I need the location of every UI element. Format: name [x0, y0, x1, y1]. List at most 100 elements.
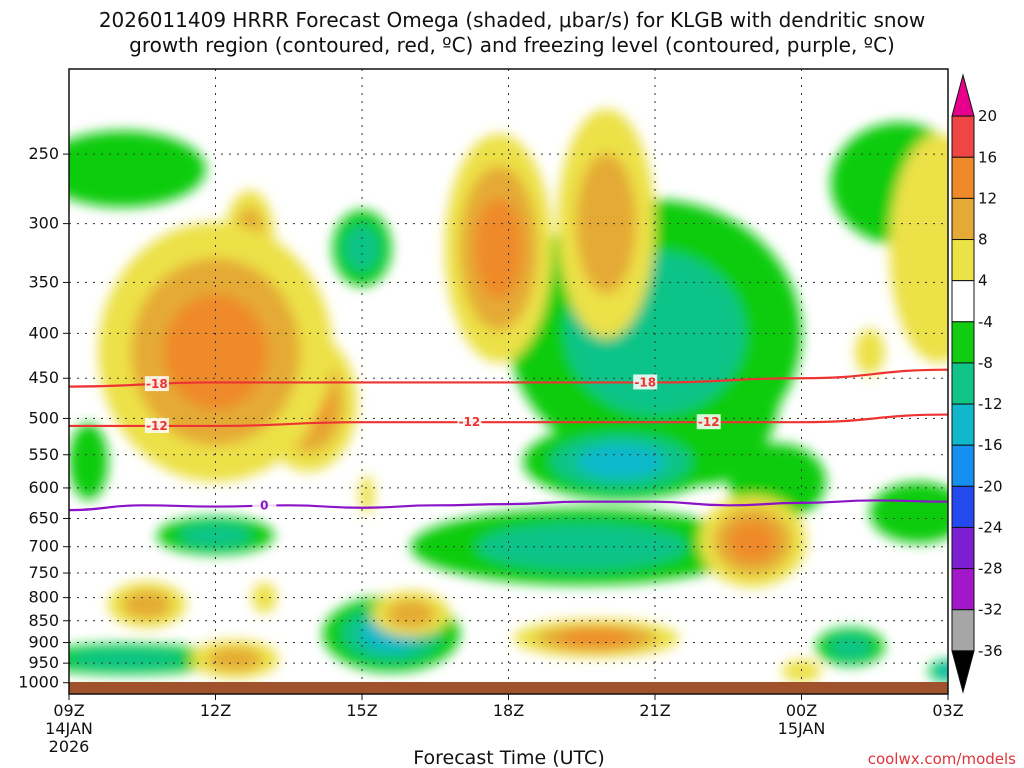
colorbar-level-label: -4 [978, 313, 993, 331]
y-tick-label: 250 [28, 144, 59, 163]
y-tick-label: 700 [28, 537, 59, 556]
omega-cell-ascent [252, 582, 277, 613]
omega-cell-descent [69, 423, 109, 500]
colorbar-level-label: 16 [978, 148, 997, 166]
colorbar-swatch [951, 156, 975, 199]
credit-text: coolwx.com/models [868, 750, 1016, 768]
contour-label: -12 [459, 415, 481, 429]
colorbar-swatch [951, 321, 975, 364]
y-tick-label: 800 [28, 588, 59, 607]
y-tick-label: 550 [28, 445, 59, 464]
colorbar-level-label: 8 [978, 231, 988, 249]
y-tick-label: 850 [28, 611, 59, 630]
colorbar-swatch [951, 526, 975, 570]
y-tick-label: 650 [28, 508, 59, 527]
omega-cell-ascent [123, 590, 172, 619]
x-tick-label: 21Z [639, 701, 670, 720]
omega-cell-descent [939, 666, 948, 677]
colorbar-legend: 20 16 12 8 4 -4 -8 -12 -16 -20 -24 -28 -32 -36 [951, 73, 1003, 694]
colorbar-level-label: -24 [978, 518, 1003, 536]
contour-line [69, 413, 949, 428]
y-tick-label: 450 [28, 368, 59, 387]
x-tick-label: 09Z [53, 701, 84, 720]
colorbar-swatch [951, 280, 975, 323]
y-tick-label: 400 [28, 323, 59, 342]
contour-label-bg [144, 417, 169, 433]
x-tick-date: 14JAN [45, 719, 93, 738]
y-tick-label: 600 [28, 478, 59, 497]
x-tick-label: 12Z [200, 701, 231, 720]
colorbar-bottom-triangle [951, 650, 975, 694]
x-tick-label: 18Z [493, 701, 524, 720]
colorbar-swatch [951, 568, 975, 611]
colorbar-level-label: -32 [978, 601, 1003, 619]
y-tick-label: 900 [28, 633, 59, 652]
colorbar-swatch [951, 197, 975, 241]
contour-label: -12 [698, 415, 720, 429]
contour-line [68, 499, 949, 512]
y-tick-label: 300 [28, 214, 59, 233]
omega-cell-ascent [359, 475, 375, 514]
colorbar-level-label: 20 [978, 107, 997, 125]
omega-cell-ascent [163, 294, 268, 410]
contour-label-bg [696, 414, 721, 430]
contour-label: 0 [260, 499, 268, 513]
colorbar-swatch [951, 362, 975, 405]
y-tick-label: 500 [28, 408, 59, 427]
colorbar-level-label: -8 [978, 354, 993, 372]
omega-cell-descent [179, 523, 252, 548]
x-tick-label: 00Z [786, 701, 817, 720]
colorbar-level-label: 4 [978, 272, 988, 290]
colorbar-swatch [951, 115, 975, 158]
x-tick-label: 15Z [346, 701, 377, 720]
colorbar-level-label: -16 [978, 436, 1003, 454]
contour-label-bg [144, 376, 169, 392]
x-tick-date: 15JAN [778, 719, 826, 738]
colorbar-swatch [951, 403, 975, 446]
omega-cell-ascent [474, 197, 523, 300]
temperature-contours: -18 -18 -12 -12 -12 0 [68, 368, 949, 513]
colorbar-swatch [951, 444, 975, 487]
omega-cell-ascent [559, 629, 634, 647]
chart-title-line-1: 2026011409 HRRR Forecast Omega (shaded, … [99, 8, 925, 32]
x-tick-label: 03Z [932, 701, 963, 720]
colorbar-swatch [951, 609, 975, 652]
y-tick-label: 750 [28, 563, 59, 582]
contour-label: -12 [146, 419, 168, 433]
colorbar-level-label: -28 [978, 560, 1003, 578]
omega-cell-descent [69, 130, 206, 208]
colorbar-level-label: -20 [978, 477, 1003, 495]
contour-label: -18 [634, 375, 656, 389]
ground-terrain [69, 682, 948, 694]
contour-label-bg [633, 374, 658, 390]
y-tick-label: 350 [28, 272, 59, 291]
omega-cell-ascent [855, 329, 885, 375]
colorbar-level-label: 12 [978, 189, 997, 207]
contour-line [68, 368, 949, 388]
chart-title-line-2: growth region (contoured, red, ºC) and f… [129, 33, 895, 57]
y-tick-label: 950 [28, 653, 59, 672]
colorbar-top-triangle [951, 73, 975, 117]
omega-cell-descent [869, 482, 948, 544]
omega-cell-ascent [889, 133, 948, 363]
colorbar-level-label: -12 [978, 395, 1003, 413]
colorbar-swatch [951, 239, 975, 282]
omega-cell-ascent [207, 647, 263, 671]
omega-cell-ascent [386, 599, 435, 629]
omega-cell-ascent [781, 659, 822, 683]
colorbar-swatch [951, 485, 975, 528]
omega-cell-descent [69, 649, 188, 669]
x-tick-year: 2026 [49, 737, 90, 756]
contour-label: -18 [146, 377, 168, 391]
omega-cell-descent [829, 635, 872, 659]
omega-cell-descent [343, 224, 381, 272]
omega-cell-ascent [728, 520, 777, 562]
colorbar-level-label: -36 [978, 642, 1003, 660]
x-axis-label: Forecast Time (UTC) [413, 747, 604, 768]
y-axis: 250 300 350 400 450 500 550 600 650 700 750 800 850 9… [18, 144, 69, 692]
contour-label-bg [252, 497, 277, 513]
contour-label-bg [457, 414, 482, 430]
omega-cell-descent [577, 444, 665, 479]
